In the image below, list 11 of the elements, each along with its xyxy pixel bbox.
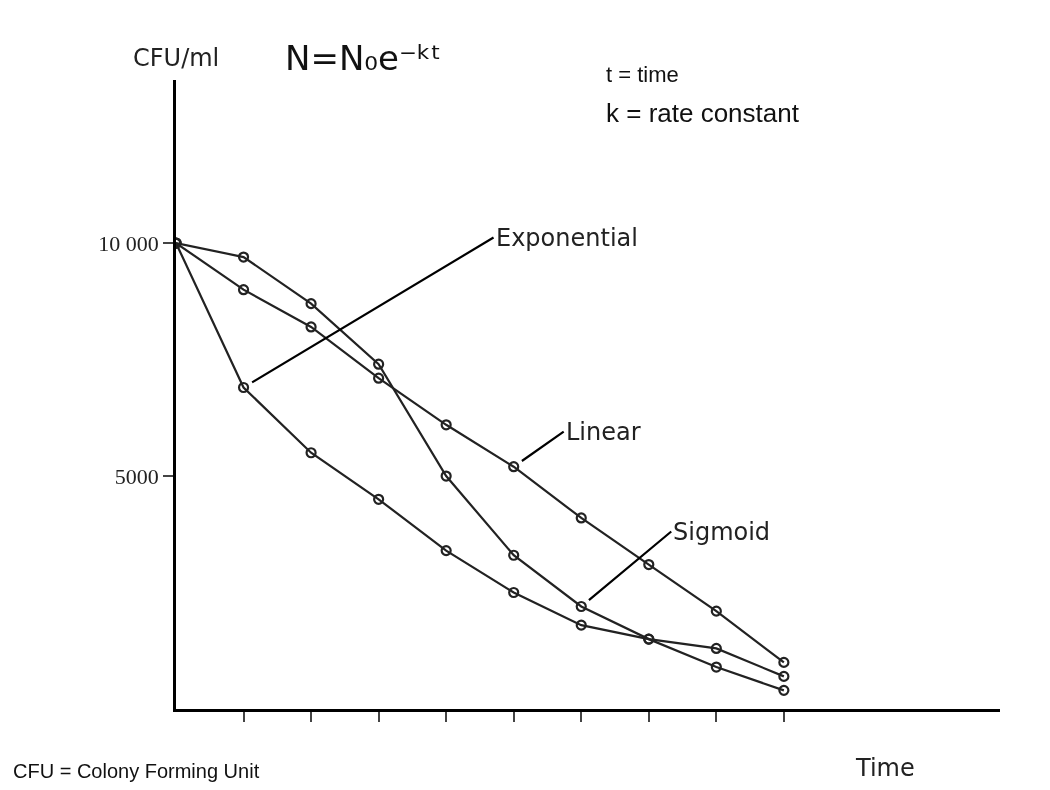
text: Sigmoid <box>673 518 771 546</box>
text: N=N₀e⁻ᵏᵗ <box>285 38 442 78</box>
annotation: t = time <box>606 62 679 87</box>
text: Linear <box>566 418 641 446</box>
y-tick-label: 5000 <box>114 463 159 489</box>
annotation: k = rate constant <box>606 98 800 128</box>
x-axis-title: Time <box>855 754 915 782</box>
y-tick-label: 10 000 <box>98 230 159 256</box>
text: CFU = Colony Forming Unit <box>13 760 260 782</box>
y-axis-title: CFU/ml <box>133 44 220 72</box>
text: Exponential <box>496 224 638 252</box>
